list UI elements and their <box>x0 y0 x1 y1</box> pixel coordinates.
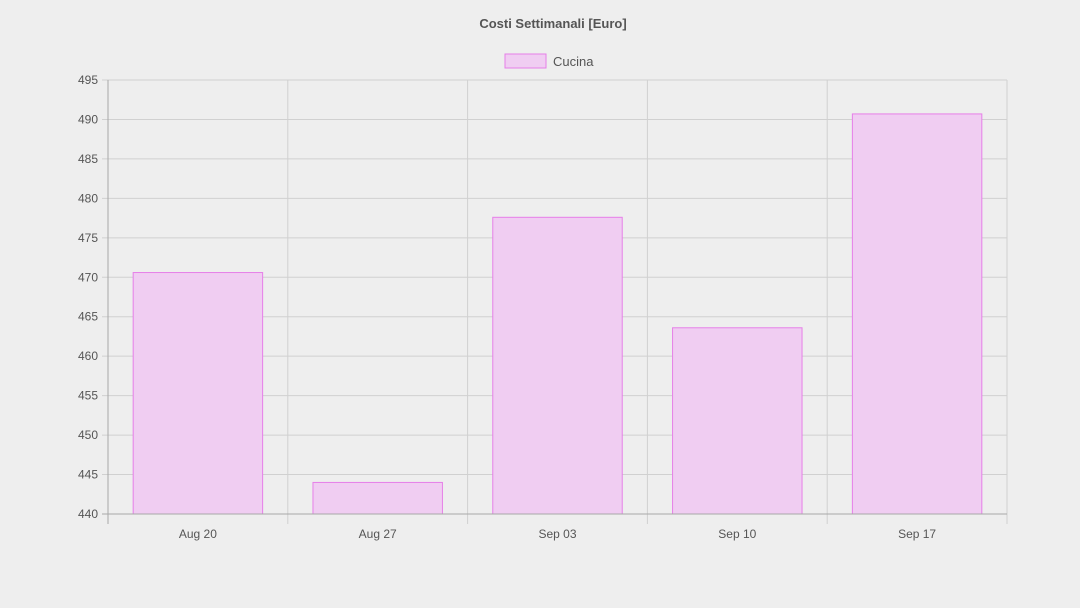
y-tick-label: 490 <box>78 112 98 126</box>
y-tick-label: 455 <box>78 389 98 403</box>
x-tick-label: Sep 17 <box>898 527 936 541</box>
y-tick-label: 470 <box>78 270 98 284</box>
legend-label-cucina: Cucina <box>553 54 594 69</box>
x-tick-label: Sep 10 <box>718 527 756 541</box>
x-tick-label: Aug 27 <box>359 527 397 541</box>
bar[interactable] <box>132 272 264 515</box>
y-tick-label: 450 <box>78 428 98 442</box>
y-tick-label: 485 <box>78 152 98 166</box>
legend[interactable]: Cucina <box>504 53 594 69</box>
y-tick-label: 440 <box>78 507 98 521</box>
y-tick-label: 445 <box>78 468 98 482</box>
x-tick-label: Aug 20 <box>179 527 217 541</box>
axis-layer: 440 445 450 455 460 465 470 475 480 485 490 495 Aug … <box>78 73 1007 541</box>
bar[interactable] <box>851 113 983 515</box>
y-tick-label: 495 <box>78 73 98 87</box>
y-tick-label: 475 <box>78 231 98 245</box>
x-tick-label: Sep 03 <box>538 527 576 541</box>
bar[interactable] <box>492 216 623 515</box>
bar[interactable] <box>312 481 443 515</box>
y-tick-label: 460 <box>78 349 98 363</box>
y-tick-label: 465 <box>78 310 98 324</box>
y-tick-label: 480 <box>78 191 98 205</box>
bars-layer <box>132 113 983 515</box>
bar[interactable] <box>672 327 803 515</box>
chart-title: Costi Settimanali [Euro] <box>479 16 626 31</box>
legend-swatch-cucina <box>504 53 547 69</box>
